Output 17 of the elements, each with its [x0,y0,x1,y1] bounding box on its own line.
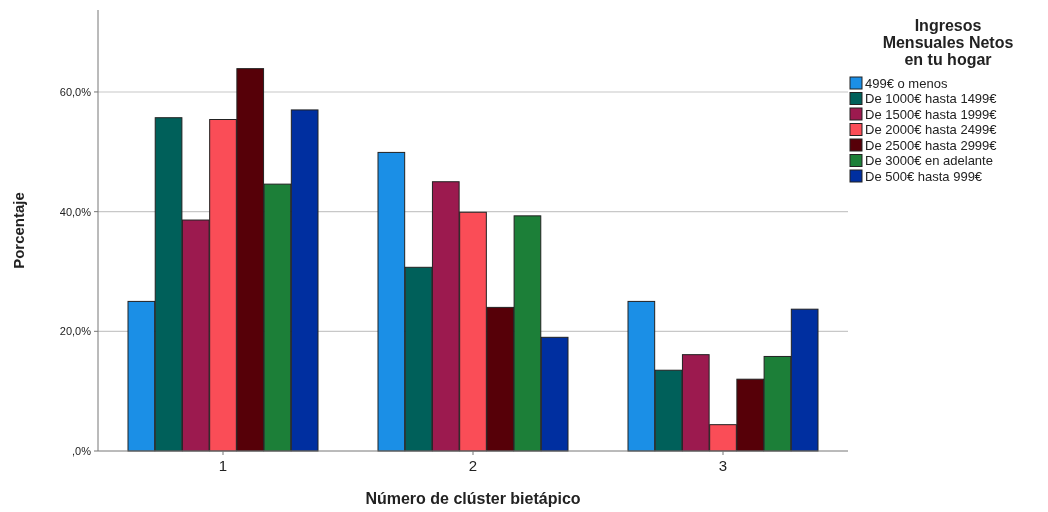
x-tick-label: 3 [718,457,728,474]
x-tick-label: 2 [468,457,478,474]
x-tick-label: 1 [218,457,228,474]
legend-label: 499€ o menos [865,75,948,91]
y-axis-title: Porcentaje [10,192,27,269]
x-axis-title: Número de clúster bietápico [365,490,581,507]
legend-title: Ingresos Mensuales Netos en tu hogar [882,17,1014,68]
legend-label: De 1000€ hasta 1499€ [865,91,998,107]
y-tick-label: 20,0% [59,325,92,338]
y-tick-label: ,0% [72,444,92,457]
legend-label: De 500€ hasta 999€ [865,168,983,184]
legend-label: De 2000€ hasta 2499€ [865,122,998,138]
legend-label: De 3000€ en adelante [865,153,993,169]
y-tick-label: 40,0% [59,205,92,218]
y-tick-label: 60,0% [59,85,92,98]
legend-label: De 2500€ hasta 2999€ [865,137,998,153]
legend-label: De 1500€ hasta 1999€ [865,106,998,122]
